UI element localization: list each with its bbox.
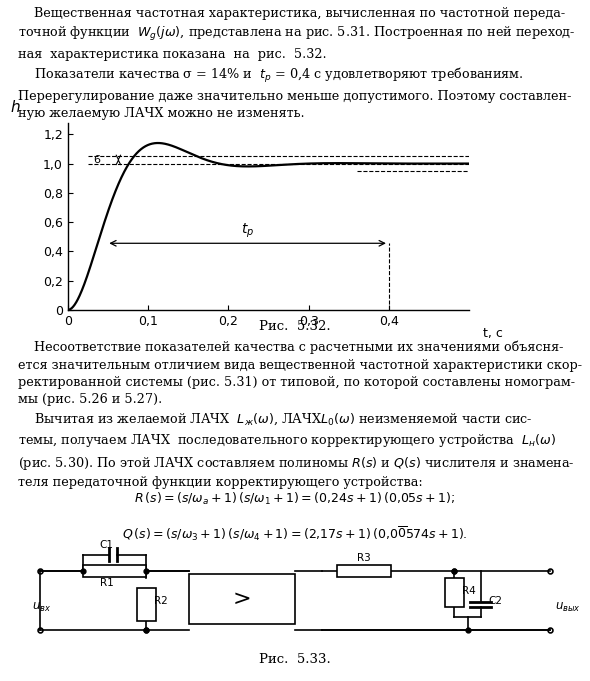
- Text: R1: R1: [100, 578, 113, 588]
- Text: h: h: [11, 100, 21, 115]
- Bar: [445, 577, 464, 607]
- Text: 6: 6: [93, 155, 100, 165]
- Text: $Q\,(s) = (s/\omega_3 + 1)\,(s/\omega_4 + 1) = (2{,}17s + 1)\,(0{,}0\overline{0}: $Q\,(s) = (s/\omega_3 + 1)\,(s/\omega_4 …: [122, 524, 468, 543]
- Bar: [337, 565, 391, 577]
- Bar: [189, 575, 295, 624]
- Text: R2: R2: [155, 596, 168, 606]
- Text: $t_p$: $t_p$: [241, 222, 254, 240]
- Text: Рис.  5.33.: Рис. 5.33.: [259, 653, 331, 667]
- Text: >: >: [232, 589, 251, 609]
- Text: C2: C2: [489, 596, 503, 606]
- Bar: [83, 565, 146, 577]
- Text: C1: C1: [100, 540, 113, 550]
- Text: $R\,(s) = (s/\omega_a + 1)\,(s/\omega_1 + 1) = (0{,}24s + 1)\,(0{,}05s + 1);$: $R\,(s) = (s/\omega_a + 1)\,(s/\omega_1 …: [135, 490, 455, 507]
- Text: R3: R3: [357, 553, 371, 563]
- Text: R4: R4: [463, 586, 476, 596]
- Text: $u_{вых}$: $u_{вых}$: [555, 601, 581, 614]
- Bar: [137, 588, 156, 620]
- Text: t, с: t, с: [483, 327, 503, 340]
- Text: Рис.  5.32.: Рис. 5.32.: [259, 319, 331, 333]
- Text: $u_{вх}$: $u_{вх}$: [32, 601, 51, 614]
- Text: Несоответствие показателей качества с расчетными их значениями объясня-
ется зна: Несоответствие показателей качества с ра…: [18, 340, 582, 490]
- Text: Вещественная частотная характеристика, вычисленная по частотной переда-
точной ф: Вещественная частотная характеристика, в…: [18, 7, 575, 121]
